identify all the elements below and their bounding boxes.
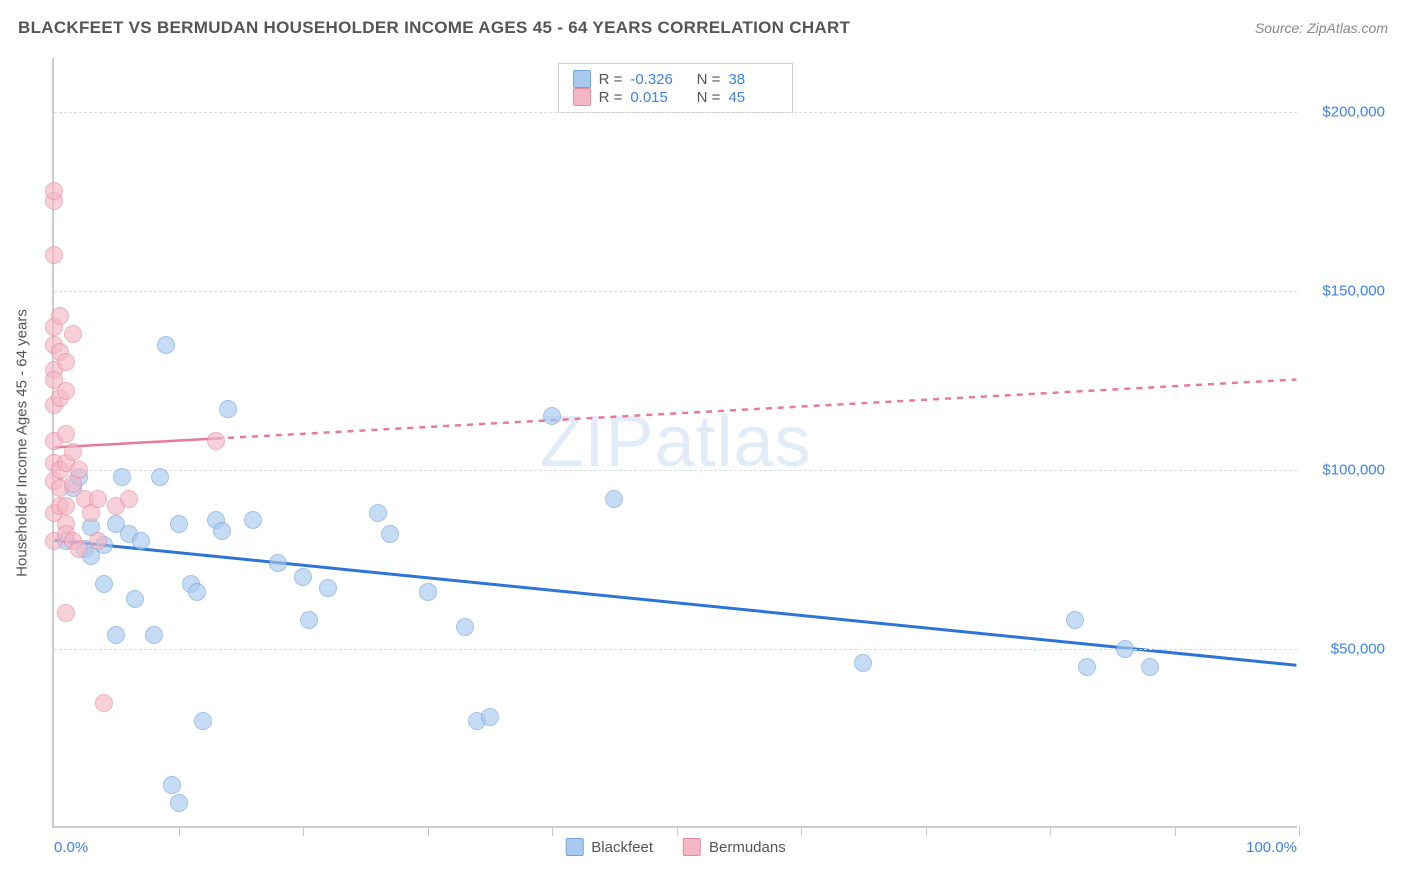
- scatter-point-blackfeet: [456, 618, 474, 636]
- source-label: Source: ZipAtlas.com: [1255, 20, 1388, 36]
- y-tick-label: $100,000: [1305, 461, 1385, 478]
- scatter-point-blackfeet: [107, 626, 125, 644]
- legend-item-blackfeet: Blackfeet: [565, 838, 653, 856]
- scatter-point-blackfeet: [269, 554, 287, 572]
- scatter-point-bermudans: [64, 325, 82, 343]
- scatter-point-blackfeet: [1066, 611, 1084, 629]
- scatter-point-blackfeet: [157, 336, 175, 354]
- scatter-point-blackfeet: [1078, 658, 1096, 676]
- x-axis-start-label: 0.0%: [54, 839, 88, 856]
- scatter-point-bermudans: [57, 353, 75, 371]
- scatter-point-bermudans: [207, 432, 225, 450]
- scatter-point-blackfeet: [543, 407, 561, 425]
- scatter-point-blackfeet: [300, 611, 318, 629]
- scatter-point-blackfeet: [213, 522, 231, 540]
- stat-n-label: N =: [688, 71, 720, 88]
- scatter-point-bermudans: [70, 461, 88, 479]
- stat-n-value-blackfeet: 38: [728, 71, 778, 88]
- regression-line-bermudans-dashed: [216, 379, 1296, 438]
- scatter-point-blackfeet: [188, 583, 206, 601]
- scatter-point-blackfeet: [194, 712, 212, 730]
- stat-r-value-blackfeet: -0.326: [630, 71, 680, 88]
- legend-swatch-blackfeet: [565, 838, 583, 856]
- legend-bottom: Blackfeet Bermudans: [565, 838, 785, 856]
- scatter-point-bermudans: [57, 382, 75, 400]
- scatter-point-blackfeet: [1116, 640, 1134, 658]
- scatter-point-blackfeet: [605, 490, 623, 508]
- stat-r-value-bermudans: 0.015: [630, 89, 680, 106]
- regression-lines: [54, 58, 1297, 826]
- stat-n-value-bermudans: 45: [728, 89, 778, 106]
- scatter-point-bermudans: [57, 497, 75, 515]
- x-tick: [926, 826, 927, 836]
- legend-swatch-blackfeet: [573, 70, 591, 88]
- x-tick: [303, 826, 304, 836]
- legend-swatch-bermudans: [683, 838, 701, 856]
- x-tick: [1299, 826, 1300, 836]
- x-tick: [801, 826, 802, 836]
- scatter-point-bermudans: [57, 604, 75, 622]
- scatter-point-blackfeet: [113, 468, 131, 486]
- y-axis-title: Householder Income Ages 45 - 64 years: [14, 309, 31, 577]
- legend-item-bermudans: Bermudans: [683, 838, 786, 856]
- scatter-point-blackfeet: [369, 504, 387, 522]
- stat-r-label: R =: [599, 71, 623, 88]
- x-tick: [552, 826, 553, 836]
- chart-area: Householder Income Ages 45 - 64 years ZI…: [52, 58, 1362, 828]
- legend-label-bermudans: Bermudans: [709, 839, 786, 856]
- legend-swatch-bermudans: [573, 88, 591, 106]
- scatter-point-blackfeet: [151, 468, 169, 486]
- scatter-point-blackfeet: [145, 626, 163, 644]
- stats-row-bermudans: R = 0.015 N = 45: [573, 88, 779, 106]
- x-tick: [1175, 826, 1176, 836]
- scatter-point-bermudans: [89, 490, 107, 508]
- scatter-point-blackfeet: [219, 400, 237, 418]
- scatter-point-blackfeet: [126, 590, 144, 608]
- gridline-h: [54, 470, 1297, 471]
- scatter-point-blackfeet: [170, 515, 188, 533]
- scatter-plot: ZIPatlas R = -0.326 N = 38R = 0.015 N = …: [52, 58, 1297, 828]
- y-tick-label: $200,000: [1305, 103, 1385, 120]
- y-tick-label: $50,000: [1305, 640, 1385, 657]
- scatter-point-blackfeet: [244, 511, 262, 529]
- x-tick: [428, 826, 429, 836]
- stats-row-blackfeet: R = -0.326 N = 38: [573, 70, 779, 88]
- scatter-point-bermudans: [70, 540, 88, 558]
- scatter-point-bermudans: [45, 246, 63, 264]
- x-tick: [179, 826, 180, 836]
- gridline-h: [54, 649, 1297, 650]
- scatter-point-bermudans: [51, 307, 69, 325]
- scatter-point-bermudans: [95, 694, 113, 712]
- scatter-point-blackfeet: [132, 532, 150, 550]
- y-tick-label: $150,000: [1305, 282, 1385, 299]
- gridline-h: [54, 291, 1297, 292]
- x-tick: [677, 826, 678, 836]
- legend-label-blackfeet: Blackfeet: [591, 839, 653, 856]
- scatter-point-blackfeet: [381, 525, 399, 543]
- scatter-point-bermudans: [89, 532, 107, 550]
- scatter-point-blackfeet: [170, 794, 188, 812]
- x-axis-end-label: 100.0%: [1246, 839, 1297, 856]
- scatter-point-bermudans: [64, 443, 82, 461]
- regression-line-blackfeet: [55, 540, 1297, 665]
- scatter-point-blackfeet: [1141, 658, 1159, 676]
- scatter-point-bermudans: [120, 490, 138, 508]
- scatter-point-blackfeet: [854, 654, 872, 672]
- chart-title: BLACKFEET VS BERMUDAN HOUSEHOLDER INCOME…: [18, 18, 850, 38]
- scatter-point-blackfeet: [419, 583, 437, 601]
- x-tick: [1050, 826, 1051, 836]
- scatter-point-blackfeet: [95, 575, 113, 593]
- scatter-point-blackfeet: [294, 568, 312, 586]
- stat-r-label: R =: [599, 89, 623, 106]
- scatter-point-blackfeet: [481, 708, 499, 726]
- scatter-point-blackfeet: [163, 776, 181, 794]
- stat-n-label: N =: [688, 89, 720, 106]
- scatter-point-blackfeet: [319, 579, 337, 597]
- stats-box: R = -0.326 N = 38R = 0.015 N = 45: [558, 63, 794, 113]
- scatter-point-bermudans: [45, 182, 63, 200]
- gridline-h: [54, 112, 1297, 113]
- scatter-point-bermudans: [57, 425, 75, 443]
